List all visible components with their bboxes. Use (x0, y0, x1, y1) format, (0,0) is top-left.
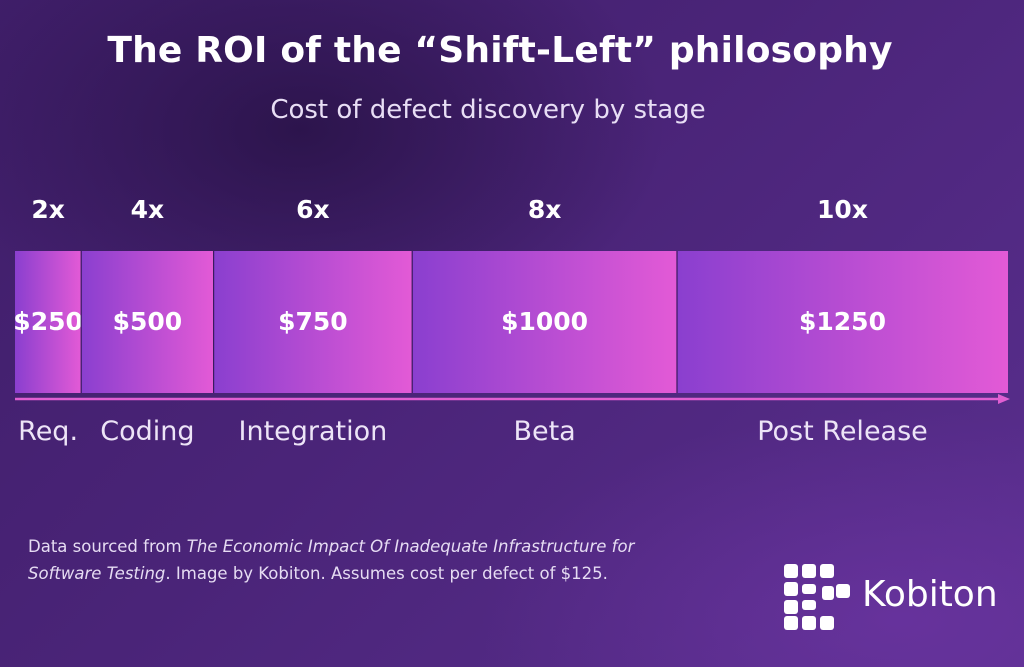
multiplier-label: 10x (817, 195, 868, 224)
chart-title: The ROI of the “Shift-Left” philosophy (107, 30, 893, 71)
bar-segment-3 (412, 251, 677, 393)
cost-value-label: $750 (278, 307, 348, 336)
stage-label: Beta (513, 416, 575, 447)
stage-label: Coding (100, 416, 194, 447)
footnote-suffix: . Image by Kobiton. Assumes cost per def… (165, 564, 608, 583)
bar-segment-2 (213, 251, 413, 393)
stage-label: Post Release (757, 416, 928, 447)
brand-name: Kobiton (862, 574, 998, 615)
kobiton-logo-icon (784, 564, 850, 630)
cost-value-label: $1000 (501, 307, 588, 336)
bar-segment-0 (15, 251, 82, 393)
arrow-head (998, 394, 1010, 404)
bar-segment-1 (81, 251, 214, 393)
stage-label: Req. (18, 416, 78, 447)
progress-arrow (15, 394, 1010, 404)
bar-segment-4 (677, 251, 1008, 393)
footnote-prefix: Data sourced from (28, 537, 187, 556)
stage-label: Integration (239, 416, 388, 447)
kobiton-logo: Kobiton (782, 562, 1012, 632)
cost-value-label: $1250 (799, 307, 886, 336)
chart-segments: 2x $250 Req. 4x $500 Coding 6x $750 Integration 8… (13, 195, 1008, 447)
multiplier-label: 2x (31, 195, 65, 224)
multiplier-label: 4x (131, 195, 165, 224)
multiplier-label: 8x (528, 195, 562, 224)
source-footnote: Data sourced from The Economic Impact Of… (28, 533, 668, 587)
cost-value-label: $250 (13, 307, 83, 336)
multiplier-label: 6x (296, 195, 330, 224)
chart-subtitle: Cost of defect discovery by stage (270, 95, 706, 125)
cost-value-label: $500 (113, 307, 183, 336)
footnote-source-title: The Economic Impact Of Inadequate Infras… (28, 537, 635, 583)
